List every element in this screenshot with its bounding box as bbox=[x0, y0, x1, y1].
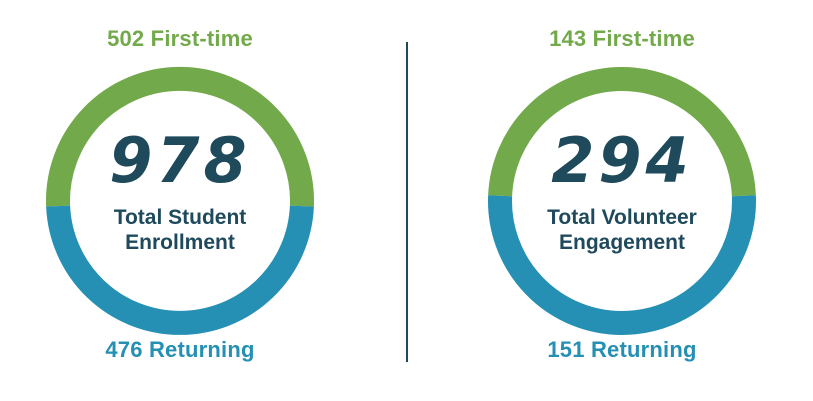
volunteer-ring bbox=[488, 67, 756, 335]
enrollment-caption: Total Student Enrollment bbox=[30, 205, 330, 255]
volunteer-returning-label: 151 Returning bbox=[547, 337, 697, 362]
enrollment-panel: 502 First-time 978 Total Student Enrollm… bbox=[30, 0, 330, 401]
divider-line bbox=[406, 42, 408, 362]
enrollment-first-time-label: 502 First-time bbox=[107, 26, 253, 51]
volunteer-total-value: 294 bbox=[551, 124, 693, 197]
volunteer-first-time-arc bbox=[488, 67, 756, 197]
enrollment-returning-label: 476 Returning bbox=[105, 337, 255, 362]
volunteer-caption-line2: Engagement bbox=[558, 231, 686, 254]
enrollment-ring bbox=[46, 66, 314, 335]
enrollment-returning-arc bbox=[46, 205, 314, 335]
volunteer-first-time-label: 143 First-time bbox=[549, 26, 695, 51]
volunteer-caption: Total Volunteer Engagement bbox=[472, 205, 772, 255]
volunteer-caption-line1: Total Volunteer bbox=[547, 206, 697, 229]
enrollment-caption-line1: Total Student bbox=[113, 206, 247, 229]
volunteer-panel: 143 First-time 294 Total Volunteer Engag… bbox=[472, 0, 772, 401]
enrollment-first-time-arc bbox=[46, 66, 314, 207]
enrollment-donut bbox=[46, 66, 314, 335]
volunteer-returning-arc bbox=[488, 195, 756, 335]
enrollment-total-value: 978 bbox=[109, 124, 251, 197]
enrollment-caption-line2: Enrollment bbox=[125, 231, 235, 254]
volunteer-donut bbox=[488, 67, 756, 335]
